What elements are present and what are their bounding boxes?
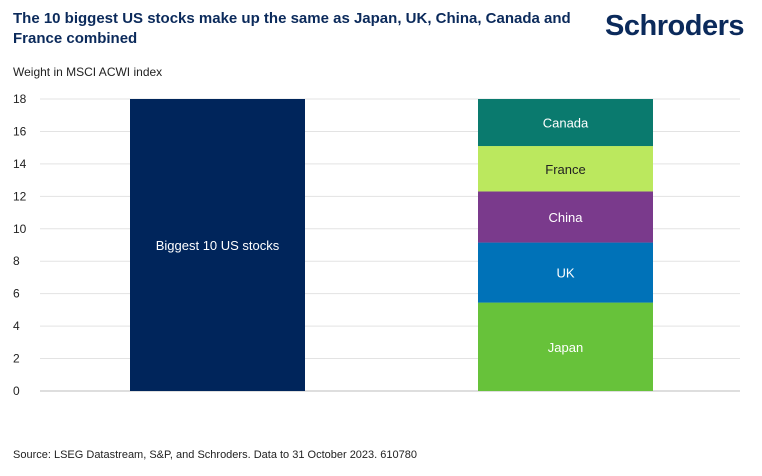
bar-segment-label: China bbox=[549, 210, 584, 225]
chart-title: The 10 biggest US stocks make up the sam… bbox=[13, 10, 571, 47]
y-tick-label: 8 bbox=[13, 254, 20, 268]
source-note: Source: LSEG Datastream, S&P, and Schrod… bbox=[13, 449, 417, 461]
bar-segment-label: Japan bbox=[548, 340, 583, 355]
y-axis-label: Weight in MSCI ACWI index bbox=[13, 65, 163, 79]
bar-segment-label: UK bbox=[556, 266, 574, 281]
y-tick-label: 12 bbox=[13, 189, 27, 203]
y-tick-label: 6 bbox=[13, 287, 20, 301]
y-tick-label: 0 bbox=[13, 384, 20, 398]
bars: Biggest 10 US stocks Japan UK China France Ca… bbox=[130, 99, 653, 391]
bar-segment-label: Canada bbox=[543, 116, 589, 131]
y-tick-label: 16 bbox=[13, 124, 27, 138]
bar-segment bbox=[478, 302, 653, 391]
bar-segment bbox=[478, 191, 653, 243]
bar-segment bbox=[130, 99, 305, 391]
bar-segment bbox=[478, 242, 653, 303]
bar-segment bbox=[478, 99, 653, 147]
y-tick-label: 18 bbox=[13, 92, 27, 106]
y-tick-label: 4 bbox=[13, 319, 20, 333]
bar-segment-label: France bbox=[545, 162, 585, 177]
y-tick-label: 14 bbox=[13, 157, 27, 171]
y-tick-label: 2 bbox=[13, 352, 20, 366]
y-tick-label: 10 bbox=[13, 222, 27, 236]
y-tick-labels: 0 2 4 6 8 10 12 14 16 18 bbox=[13, 92, 27, 398]
schroders-logo: Schroders bbox=[605, 10, 744, 42]
bar-segment bbox=[478, 146, 653, 192]
bar-segment-label: Biggest 10 US stocks bbox=[156, 238, 280, 253]
